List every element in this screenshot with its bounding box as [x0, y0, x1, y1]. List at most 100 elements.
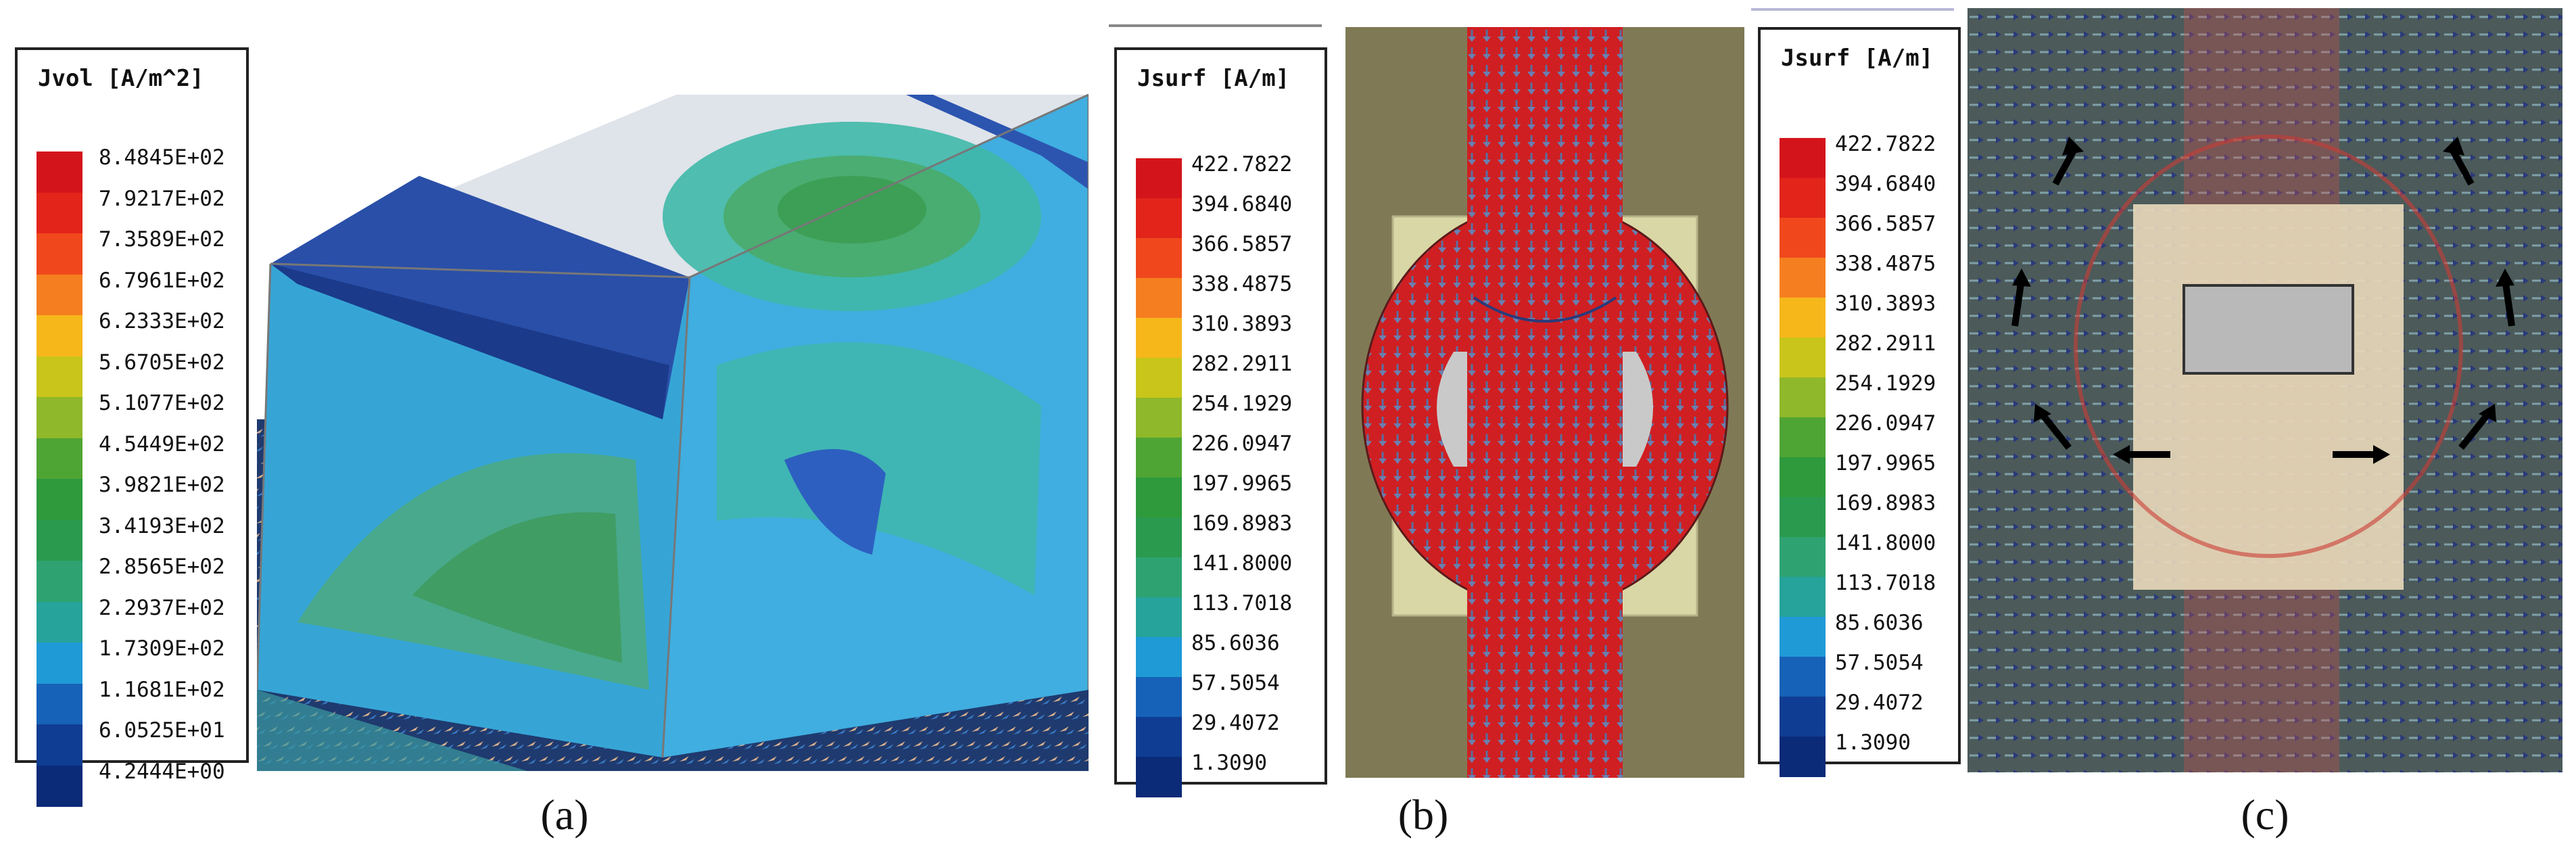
- colorbar-swatch: [1780, 617, 1826, 657]
- colorbar-tick-label: 310.3893: [1191, 311, 1293, 336]
- colorbar-tick-label: 85.6036: [1191, 630, 1280, 655]
- plot-c: [1967, 8, 2562, 772]
- colorbar-tick-label: 282.2911: [1191, 351, 1293, 376]
- colorbar-swatch: [37, 356, 82, 398]
- colorbar-tick-label: 1.3090: [1835, 730, 1911, 755]
- colorbar-swatch: [37, 724, 82, 766]
- colorbar-tick-label: 8.4845E+02: [99, 145, 225, 170]
- colorbar-tick-label: 1.1681E+02: [99, 677, 225, 702]
- colorbar-swatch: [1136, 677, 1182, 718]
- colorbar-tick-label: 338.4875: [1191, 271, 1293, 296]
- colorbar-swatch: [1780, 737, 1826, 777]
- plot-a: [257, 81, 1089, 771]
- colorbar-tick-label: 85.6036: [1835, 610, 1924, 635]
- colorbar-tick-label: 2.8565E+02: [99, 555, 225, 580]
- colorbar-swatch: [1136, 358, 1182, 398]
- colorbar-swatch: [1780, 218, 1826, 258]
- colorbar-tick-label: 141.8000: [1835, 530, 1936, 555]
- colorbar-swatch: [37, 192, 82, 234]
- colorbar-swatch: [1780, 537, 1826, 578]
- colorbar-tick-label: 29.4072: [1835, 690, 1924, 715]
- colorbar-tick-label: 394.6840: [1835, 171, 1936, 196]
- colorbar-tick-label: 6.7961E+02: [99, 268, 225, 293]
- colorbar-swatch: [1780, 657, 1826, 697]
- colorbar-tick-label: 197.9965: [1835, 450, 1936, 475]
- colorbar-swatch: [37, 274, 82, 316]
- colorbar-swatch: [37, 438, 82, 480]
- colorbar-swatch: [1136, 158, 1182, 199]
- colorbar-tick-label: 7.3589E+02: [99, 227, 225, 252]
- colorbar-tick-label: 366.5857: [1835, 211, 1936, 236]
- colorbar-swatch: [37, 561, 82, 603]
- colorbar-swatch: [1780, 258, 1826, 298]
- legend-b: Jsurf [A/m] 422.7822 394.6840 366.5857 338.…: [1114, 47, 1327, 797]
- colorbar-swatch: [1136, 597, 1182, 638]
- colorbar-tick-label: 6.0525E+01: [99, 718, 225, 743]
- colorbar-swatch: [1136, 717, 1182, 757]
- caption-a: (a): [540, 791, 589, 839]
- colorbar-tick-label: 422.7822: [1835, 131, 1936, 156]
- colorbar-swatch: [1136, 757, 1182, 797]
- colorbar-tick-label: 5.1077E+02: [99, 391, 225, 416]
- colorbar-swatch: [1136, 557, 1182, 598]
- colorbar-swatch: [1136, 198, 1182, 239]
- colorbar-tick-label: 6.2333E+02: [99, 309, 225, 334]
- colorbar-swatch: [1780, 377, 1826, 418]
- colorbar-tick-label: 338.4875: [1835, 251, 1936, 276]
- colorbar-tick-label: 29.4072: [1191, 710, 1280, 735]
- colorbar-tick-label: 254.1929: [1191, 391, 1293, 416]
- colorbar-tick-label: 5.6705E+02: [99, 350, 225, 375]
- colorbar-tick-label: 226.0947: [1835, 411, 1936, 436]
- colorbar-swatch: [1136, 637, 1182, 678]
- colorbar-swatch: [37, 479, 82, 521]
- caption-c: (c): [2241, 791, 2289, 839]
- colorbar-tick-label: 113.7018: [1191, 590, 1293, 615]
- colorbar-swatch: [1780, 178, 1826, 218]
- colorbar-swatch: [1136, 238, 1182, 279]
- colorbar-tick-label: 310.3893: [1835, 291, 1936, 316]
- colorbar-swatch: [1780, 417, 1826, 458]
- legend-title-b: Jsurf [A/m]: [1137, 65, 1290, 92]
- colorbar-tick-label: 394.6840: [1191, 191, 1293, 216]
- colorbar-swatch: [1780, 457, 1826, 498]
- legend-title-c: Jsurf [A/m]: [1781, 45, 1934, 72]
- colorbar-swatch: [1136, 477, 1182, 518]
- colorbar-swatch: [37, 683, 82, 725]
- plot-c-svg: [1967, 8, 2562, 772]
- colorbar-tick-label: 4.5449E+02: [99, 432, 225, 457]
- colorbar-swatch: [1780, 497, 1826, 538]
- colorbar-swatch: [37, 601, 82, 643]
- colorbar-tick-label: 282.2911: [1835, 331, 1936, 356]
- colorbar-tick-label: 3.9821E+02: [99, 473, 225, 498]
- colorbar-swatch: [1780, 138, 1826, 179]
- colorbar-tick-label: 3.4193E+02: [99, 513, 225, 538]
- colorbar-swatch: [1136, 438, 1182, 478]
- panel-b-top-rule: [1109, 24, 1322, 27]
- colorbar-swatch: [1136, 517, 1182, 558]
- panel-c-top-rule: [1751, 8, 1954, 11]
- colorbar-tick-label: 2.2937E+02: [99, 595, 225, 620]
- colorbar-tick-label: 57.5054: [1835, 650, 1924, 675]
- colorbar-tick-label: 141.8000: [1191, 551, 1293, 576]
- colorbar-swatch: [1136, 318, 1182, 358]
- colorbar-swatch: [1136, 398, 1182, 438]
- colorbar-tick-label: 1.3090: [1191, 750, 1267, 775]
- colorbar-tick-label: 422.7822: [1191, 151, 1293, 177]
- colorbar-tick-label: 113.7018: [1835, 570, 1936, 595]
- colorbar-tick-label: 169.8983: [1191, 511, 1293, 536]
- colorbar-swatch: [1780, 298, 1826, 338]
- legend-c: Jsurf [A/m] 422.7822 394.6840 366.5857 338.…: [1758, 27, 1961, 777]
- colorbar-tick-label: 57.5054: [1191, 670, 1280, 695]
- colorbar-tick-label: 197.9965: [1191, 471, 1293, 496]
- colorbar-swatch: [37, 643, 82, 684]
- colorbar-swatch: [1780, 577, 1826, 617]
- plot-b-svg: [1345, 27, 1744, 778]
- colorbar-tick-label: 4.2444E+00: [99, 759, 225, 784]
- colorbar-tick-label: 169.8983: [1835, 490, 1936, 515]
- plot-b: [1345, 27, 1744, 778]
- colorbar-swatch: [1136, 278, 1182, 319]
- colorbar-tick-label: 1.7309E+02: [99, 636, 225, 661]
- colorbar-swatch: [1780, 697, 1826, 737]
- plot-a-svg: [257, 93, 1089, 771]
- colorbar-tick-label: 7.9217E+02: [99, 186, 225, 211]
